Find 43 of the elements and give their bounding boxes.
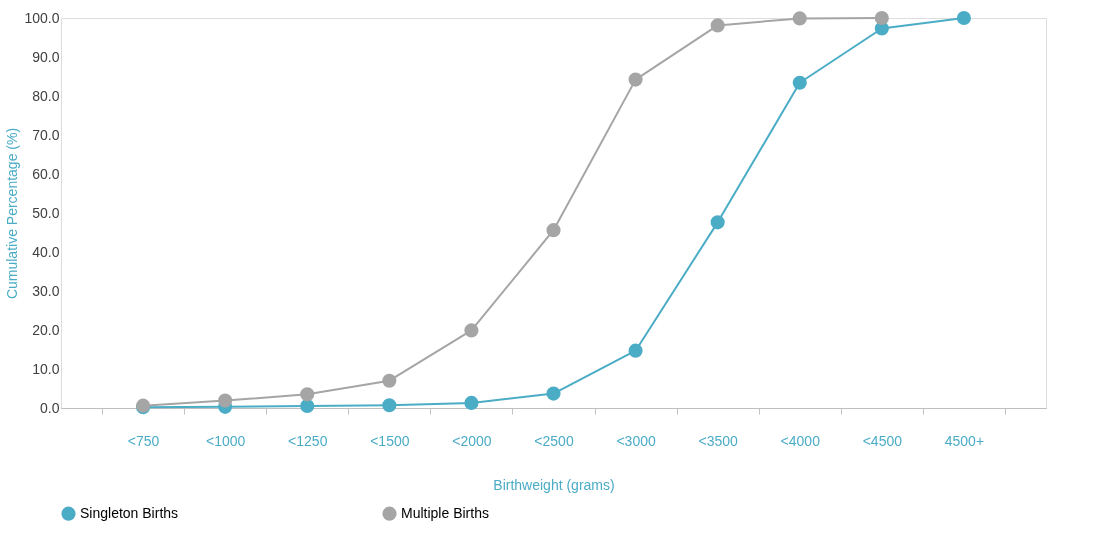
x-tick-label: <2000 [452,432,492,449]
y-tick-label: 50.0 [32,204,60,221]
point [464,323,479,338]
point [956,10,971,26]
point [628,343,643,358]
point [300,398,315,414]
point [710,18,725,33]
x-axis-title: Birthweight (grams) [493,476,615,493]
x-tick-label: <1250 [288,432,328,449]
point [546,386,561,401]
point [300,387,315,402]
point [382,398,397,413]
x-tick-label: 4500+ [944,432,985,449]
x-tick-label: <3000 [616,432,656,449]
y-tick-label: 20.0 [32,321,60,338]
point [218,393,233,408]
point [382,373,397,388]
point [464,395,479,410]
y-tick-label: 10.0 [32,360,60,377]
point [792,75,807,90]
y-tick-label: 100.0 [24,9,60,26]
x-tick-label: <1500 [370,432,410,449]
y-tick-label: 80.0 [32,87,60,104]
x-tick-label: <4500 [862,432,903,449]
y-tick-label: 0.0 [40,399,60,416]
y-tick-label: 60.0 [32,165,60,182]
point [546,223,561,238]
x-tick-label: <750 [127,432,160,449]
y-tick-label: 40.0 [32,243,60,260]
point [874,10,889,26]
x-tick-label: <4000 [780,432,821,449]
x-tick-label: <2500 [534,432,574,449]
point [792,11,807,26]
y-tick-label: 90.0 [32,48,60,65]
y-tick-label: 30.0 [32,282,60,299]
legend-label: Multiple Births [401,504,489,521]
y-tick-label: 70.0 [32,126,60,143]
x-tick-label: <1000 [206,432,246,449]
x-tick-label: <3500 [698,432,739,449]
y-axis-title: Cumulative Percentage (%) [4,127,21,300]
point [628,72,643,87]
point [710,215,725,230]
legend-label: Singleton Births [80,504,179,521]
